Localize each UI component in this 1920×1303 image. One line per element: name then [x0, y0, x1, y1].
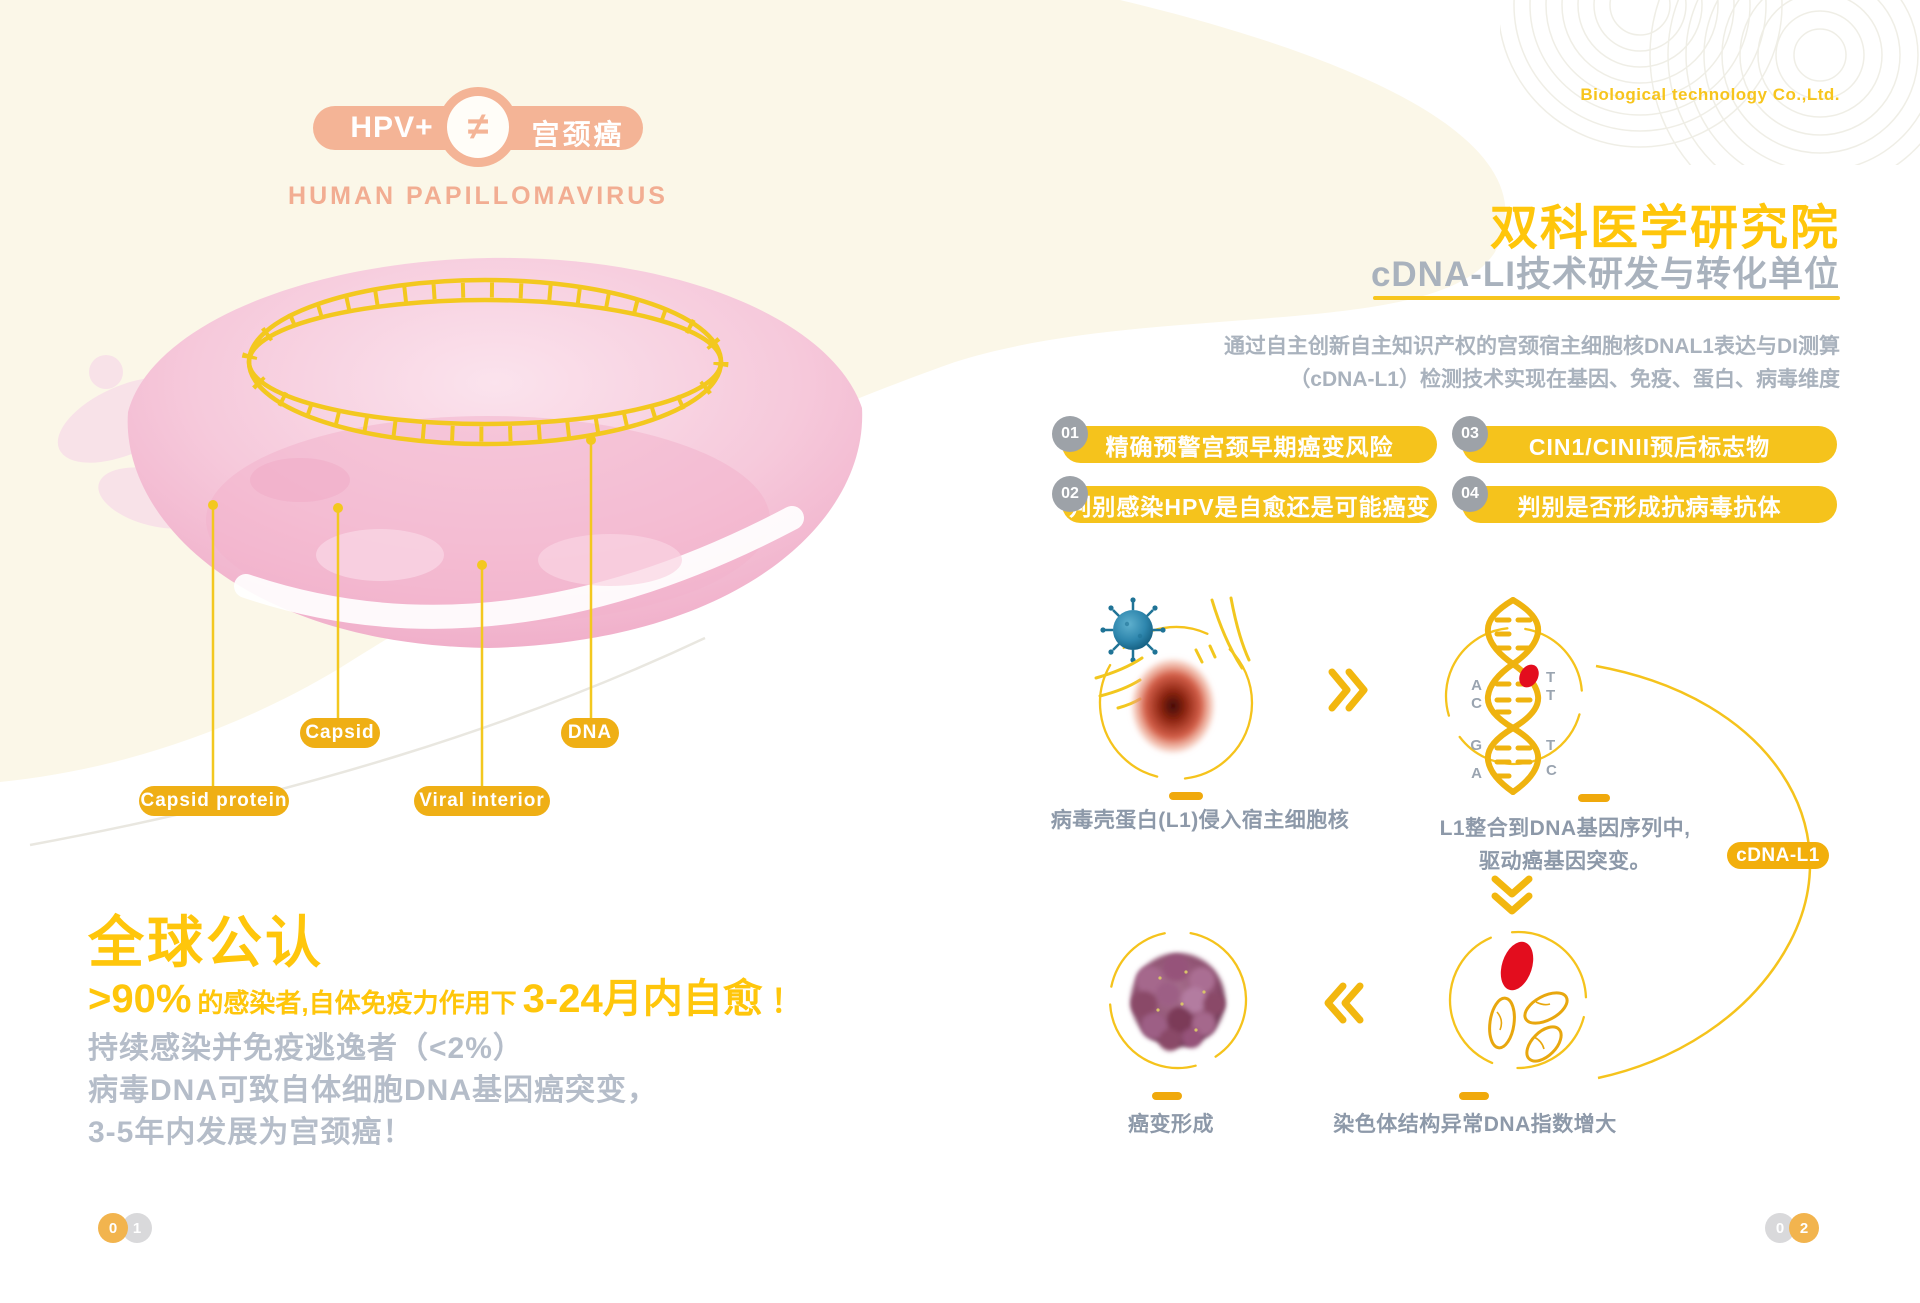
- dna-letter: C: [1546, 762, 1557, 779]
- stat-line: >90% 的感染者,自体免疫力作用下 3-24月内自愈！: [88, 966, 848, 1024]
- caption-dashes: [1152, 792, 1610, 1100]
- double-chevron-left-icon: [1324, 982, 1364, 1024]
- stat-big: 3-24月内自愈: [522, 977, 763, 1021]
- institute-subtitle: cDNA-LI技术研发与转化单位: [1370, 255, 1840, 294]
- label-connectors: [208, 435, 596, 786]
- hpv-subtitle: HUMAN PAPILLOMAVIRUS: [288, 182, 668, 210]
- flow-step2-caption-line1: L1整合到DNA基因序列中,: [1439, 817, 1691, 840]
- hpv-virus-icon: [1100, 597, 1166, 663]
- virus-label-capsid-protein: Capsid protein: [139, 786, 289, 816]
- flow-arc: [1595, 664, 1812, 1080]
- feature-number-03: 03: [1452, 416, 1488, 452]
- flow-step2-caption-line2: 驱动癌基因突变。: [1479, 850, 1651, 873]
- feature-banner-02: 判别感染HPV是自愈还是可能癌变: [1062, 486, 1437, 523]
- body-line: 3-5年内发展为宫颈癌！: [88, 1116, 414, 1149]
- company-name: Biological technology Co.,Ltd.: [1580, 85, 1840, 104]
- institute-title: 双科医学研究院: [1489, 202, 1840, 255]
- page-number-primary: 0: [98, 1213, 128, 1243]
- stat-perc它-lead: >90%: [88, 977, 192, 1021]
- tumor-cell-icon: [1131, 953, 1225, 1051]
- virus-label-capsid: Capsid: [300, 718, 380, 748]
- dna-letter: A: [1471, 677, 1482, 694]
- flow-step4-caption: 癌变形成: [1128, 1113, 1214, 1136]
- badge-cancer-label: 宫颈癌: [531, 119, 625, 150]
- virus-label-viral-interior: Viral interior: [414, 786, 550, 816]
- intro-paragraph: 通过自主创新自主知识产权的宫颈宿主细胞核DNAL1表达与DI测算 （cDNA-L…: [1040, 330, 1840, 396]
- gray-sweep-curve: [29, 636, 706, 847]
- dna-base-letters: A C G A T T T C: [1470, 669, 1557, 782]
- headline: 全球公认: [88, 911, 324, 974]
- double-chevron-down-icon: [1491, 875, 1533, 915]
- chromosome-icon: [1488, 941, 1569, 1063]
- corner-arc-pattern: [1500, 0, 1920, 165]
- page-number-primary: 2: [1789, 1213, 1819, 1243]
- feature-banner-03: CIN1/CINII预后标志物: [1462, 426, 1837, 463]
- body-text: 持续感染并免疫逃逸者（<2%） 病毒DNA可致自体细胞DNA基因癌突变， 3-5…: [88, 1028, 848, 1154]
- flow-step2-caption: L1整合到DNA基因序列中, 驱动癌基因突变。: [1365, 812, 1765, 878]
- stat-mid: 的感染者,自体免疫力作用下: [197, 988, 517, 1018]
- dna-letter: A: [1471, 765, 1482, 782]
- flow-step1-caption: 病毒壳蛋白(L1)侵入宿主细胞核: [1050, 809, 1350, 832]
- body-line: 持续感染并免疫逃逸者（<2%）: [88, 1032, 524, 1065]
- stat-bang: ！: [770, 983, 803, 1019]
- feature-number-01: 01: [1052, 416, 1088, 452]
- virus-label-dna: DNA: [561, 718, 619, 748]
- feature-banner-04: 判别是否形成抗病毒抗体: [1462, 486, 1837, 523]
- intro-line: （cDNA-L1）检测技术实现在基因、免疫、蛋白、病毒维度: [1289, 368, 1840, 391]
- dna-letter: C: [1471, 695, 1482, 712]
- badge-hpv-label: HPV+: [350, 111, 434, 144]
- intro-line: 通过自主创新自主知识产权的宫颈宿主细胞核DNAL1表达与DI测算: [1223, 335, 1840, 358]
- virus-dome-illustration: [127, 257, 863, 648]
- body-line: 病毒DNA可致自体细胞DNA基因癌突变，: [88, 1074, 658, 1107]
- cdna-l1-badge: cDNA-L1: [1727, 842, 1829, 869]
- mutation-red-blob: [1519, 664, 1539, 688]
- dna-helix-icon: [1484, 597, 1542, 795]
- double-chevron-right-icon: [1328, 668, 1368, 712]
- dna-letter: G: [1470, 737, 1482, 754]
- host-cell-nucleus: [1130, 657, 1216, 755]
- dna-letter: T: [1546, 737, 1555, 754]
- feature-number-04: 04: [1452, 476, 1488, 512]
- flow-step3-caption: 染色体结构异常DNA指数增大: [1333, 1113, 1617, 1136]
- feature-number-02: 02: [1052, 476, 1088, 512]
- feature-banner-01: 精确预警宫颈早期癌变风险: [1062, 426, 1437, 463]
- not-equal-icon: ≠: [447, 96, 509, 158]
- dna-letter: T: [1546, 669, 1555, 686]
- dna-ring: [241, 277, 729, 447]
- page-number-secondary: 0: [1765, 1213, 1795, 1243]
- dna-letter: T: [1546, 687, 1555, 704]
- subtitle-underline: [1373, 296, 1840, 300]
